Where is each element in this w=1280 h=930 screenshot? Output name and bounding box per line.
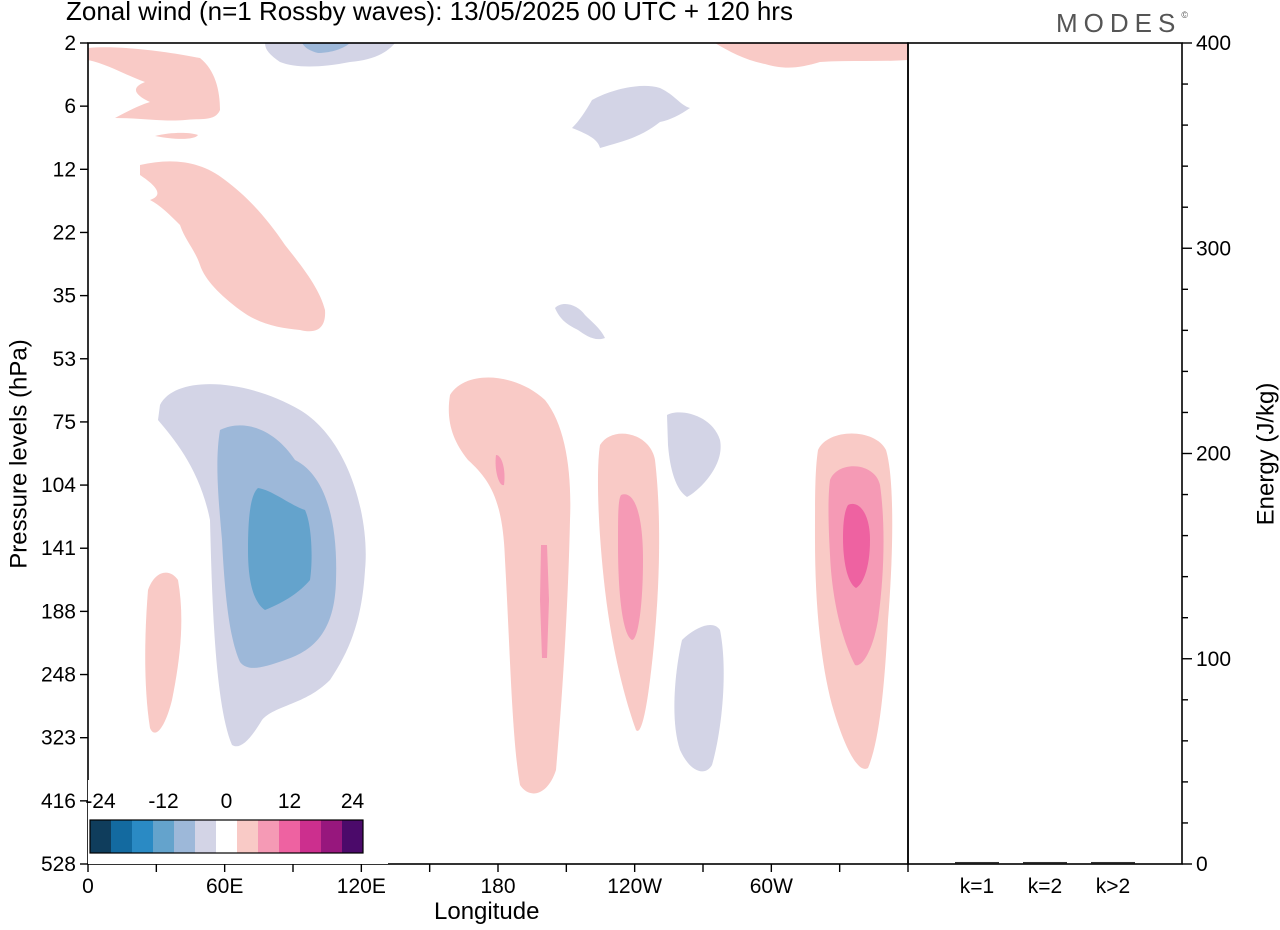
x-tick-label: 60W	[750, 875, 793, 898]
y-tick-label: 416	[41, 790, 76, 813]
colorbar-swatch	[174, 820, 195, 853]
colorbar-tick-label: -24	[85, 790, 116, 813]
neg-region-stratos-mid	[572, 85, 690, 148]
pos-region-upper-60e	[140, 161, 326, 332]
pos-region-stratos-west	[88, 47, 220, 121]
y-tick-label: 188	[41, 600, 76, 623]
pos-region-dateline-core	[540, 545, 549, 658]
colorbar-tick-label: 12	[278, 790, 301, 813]
x-tick-label: 0	[82, 875, 94, 898]
neg-region-100w-lower	[674, 624, 724, 772]
neg-region-pacific-max	[248, 488, 312, 610]
colorbar-swatch	[216, 820, 237, 853]
pos-region-40w-max	[843, 503, 870, 588]
logo-text: MODES	[1056, 8, 1182, 38]
energy-tick-label: 200	[1196, 443, 1231, 466]
colorbar-tick-label: 24	[341, 790, 365, 813]
energy-tick-label: 0	[1196, 853, 1208, 876]
y-tick-label: 2	[64, 32, 76, 55]
x-tick-label: 180	[480, 875, 515, 898]
y-tick-label: 104	[41, 474, 76, 497]
energy-bar	[1023, 861, 1067, 864]
y-tick-label: 53	[53, 348, 76, 371]
y-tick-label: 323	[41, 727, 76, 750]
y-tick-label: 75	[53, 411, 76, 434]
x-tick-label: 120W	[607, 875, 662, 898]
colorbar-tick-label: 0	[221, 790, 233, 813]
axes: 0 60E 120E 180 120W 60W 2 6 12 22 35 53 75 104 141 188 2…	[41, 32, 1231, 898]
colorbar-swatch	[153, 820, 174, 853]
y-tick-label: 141	[41, 537, 76, 560]
pos-region-dateline-spot	[495, 455, 505, 486]
neg-region-35hpa	[555, 304, 605, 340]
energy-category-label: k>2	[1096, 875, 1130, 898]
colorbar-swatch	[342, 820, 363, 853]
energy-bar	[1091, 861, 1135, 864]
pos-region-35e	[145, 572, 182, 733]
y-axis-label: Pressure levels (hPa)	[5, 339, 33, 569]
energy-frame	[907, 42, 1183, 865]
y-tick-label: 528	[41, 853, 76, 876]
energy-tick-label: 300	[1196, 237, 1231, 260]
colorbar-swatch	[258, 820, 279, 853]
heatmap-field	[88, 43, 908, 864]
colorbar-swatch	[90, 820, 111, 853]
energy-tick-label: 100	[1196, 648, 1231, 671]
x-tick-label: 120E	[337, 875, 386, 898]
chart-title: Zonal wind (n=1 Rossby waves): 13/05/202…	[66, 0, 793, 26]
pos-region-stratos-strand	[155, 132, 198, 139]
pos-region-stratos-east	[715, 43, 908, 68]
energy-axis-label: Energy (J/kg)	[1252, 382, 1280, 526]
neg-region-100w-upper	[667, 412, 721, 497]
colorbar-swatch	[321, 820, 342, 853]
energy-category-label: k=2	[1028, 875, 1062, 898]
colorbar-swatch	[195, 820, 216, 853]
y-tick-label: 248	[41, 664, 76, 687]
x-tick-label: 60E	[206, 875, 243, 898]
neg-region-stratos-top	[265, 43, 395, 67]
colorbar-swatch	[279, 820, 300, 853]
pos-region-120w-core	[618, 494, 643, 640]
colorbar-tick-label: -12	[148, 790, 178, 813]
modes-logo: MODES©	[1056, 8, 1188, 39]
colorbar-swatch	[300, 820, 321, 853]
colorbar-swatch	[111, 820, 132, 853]
energy-bars: k=1 k=2 k>2	[955, 861, 1135, 898]
colorbar-swatch	[237, 820, 258, 853]
energy-tick-label: 400	[1196, 32, 1231, 55]
colorbar: -24 -12 0 12 24	[85, 780, 388, 864]
neg-region-stratos-top-core	[302, 43, 350, 53]
logo-mark: ©	[1181, 10, 1188, 20]
y-tick-label: 22	[53, 221, 76, 244]
colorbar-swatch	[132, 820, 153, 853]
x-axis-label: Longitude	[434, 898, 540, 925]
y-tick-label: 35	[53, 285, 76, 308]
energy-category-label: k=1	[960, 875, 994, 898]
pos-region-dateline	[448, 377, 571, 794]
energy-bar	[955, 861, 999, 864]
colorbar-frame	[89, 819, 364, 854]
y-tick-label: 12	[53, 158, 76, 181]
y-tick-label: 6	[64, 95, 76, 118]
